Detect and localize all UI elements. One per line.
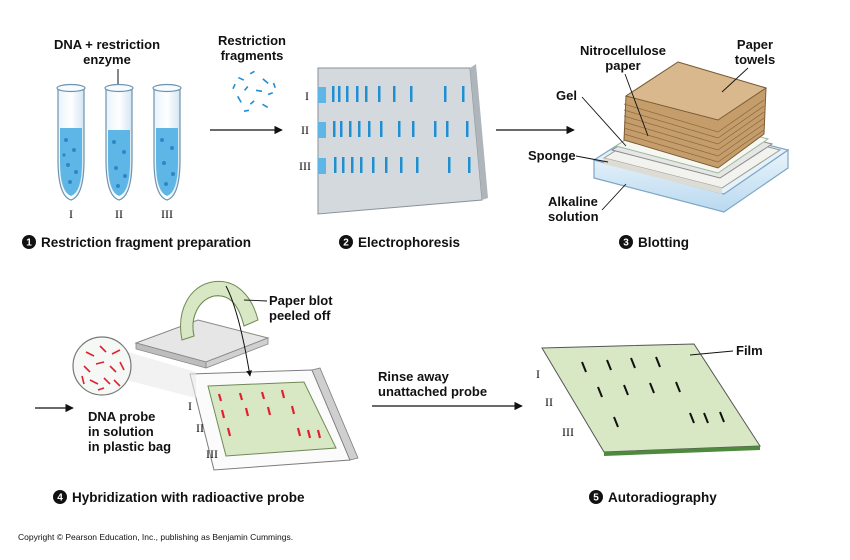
film-lane-label-3: III (562, 425, 574, 439)
step-5-number: 5 (593, 493, 599, 504)
nitrocellulose-label-line2: paper (605, 58, 640, 73)
tube-label-1: I (69, 207, 73, 221)
panel-1-fragment-preparation: DNA + restriction enzyme (22, 37, 251, 250)
step-3-caption: Blotting (638, 235, 689, 250)
gel-label: Gel (556, 88, 577, 103)
dna-probe-label-line2: in solution (88, 424, 154, 439)
x-ray-film (541, 343, 761, 453)
autoradiograph-bands (581, 356, 725, 428)
bag-lane-label-3: III (206, 447, 218, 461)
gel-lane-label-1: I (305, 89, 309, 103)
gel-slab-grey (134, 319, 270, 363)
step-2-caption: Electrophoresis (358, 235, 460, 250)
alkaline-label-line1: Alkaline (548, 194, 598, 209)
blot-to-bag-arrow (225, 285, 253, 377)
paper-blot-label-line1: Paper blot (269, 293, 333, 308)
dna-probe-label-line3: in plastic bag (88, 439, 171, 454)
rinse-label-line2: unattached probe (378, 384, 487, 399)
step-5-caption: Autoradiography (608, 490, 717, 505)
fragment-cloud (232, 70, 276, 112)
step-2-number: 2 (343, 238, 349, 249)
step-4-caption: Hybridization with radioactive probe (72, 490, 305, 505)
dna-enzyme-label-line2: enzyme (83, 52, 131, 67)
film-lane-label-2: II (545, 395, 553, 409)
step-1-caption: Restriction fragment preparation (41, 235, 251, 250)
film-lane-label-1: I (536, 367, 540, 381)
panel-4-hybridization: Paper blot peeled off I II III (53, 280, 359, 505)
copyright-notice: Copyright © Pearson Education, Inc., pub… (18, 532, 293, 542)
gel-slab (317, 67, 483, 215)
paper-towels-label-line1: Paper (737, 37, 773, 52)
test-tube-1 (56, 83, 86, 201)
step-1-number: 1 (26, 238, 32, 249)
panel-3-blotting: Nitrocellulose paper Paper towels Gel Sp… (528, 37, 790, 250)
gel-lane-label-2: II (301, 123, 309, 137)
dna-probe-label-line1: DNA probe (88, 409, 155, 424)
dna-enzyme-label-line1: DNA + restriction (54, 37, 160, 52)
tube-label-3: III (161, 207, 173, 221)
step-3-number: 3 (623, 238, 629, 249)
bag-lane-label-1: I (188, 399, 192, 413)
step-5-badge (589, 490, 603, 504)
restriction-fragments-label-line2: fragments (221, 48, 284, 63)
gel-lane-label-3: III (299, 159, 311, 173)
film-label: Film (736, 343, 763, 358)
rinse-label-line1: Rinse away (378, 369, 450, 384)
restriction-fragments-label-line1: Restriction (218, 33, 286, 48)
test-tube-3 (152, 83, 182, 201)
blot-in-bag (207, 381, 337, 457)
alkaline-label-line2: solution (548, 209, 599, 224)
step-2-badge (339, 235, 353, 249)
paper-blot-label-line2: peeled off (269, 308, 331, 323)
paper-towels-label-line2: towels (735, 52, 775, 67)
step-3-badge (619, 235, 633, 249)
bag-lane-label-2: II (196, 421, 204, 435)
panel-5-autoradiography: Film I II III 5 Autoradiography (536, 343, 763, 505)
sponge-label: Sponge (528, 148, 576, 163)
nitrocellulose-label-line1: Nitrocellulose (580, 43, 666, 58)
dna-probe-fragments (81, 345, 125, 391)
step-4-badge (53, 490, 67, 504)
gel-bands (318, 86, 471, 174)
tube-label-2: II (115, 207, 123, 221)
step-4-number: 4 (57, 493, 63, 504)
step-1-badge (22, 235, 36, 249)
hybridized-bands (217, 389, 322, 439)
test-tube-2 (104, 83, 134, 201)
panel-2-electrophoresis: Restriction fragments I II III (218, 33, 488, 250)
